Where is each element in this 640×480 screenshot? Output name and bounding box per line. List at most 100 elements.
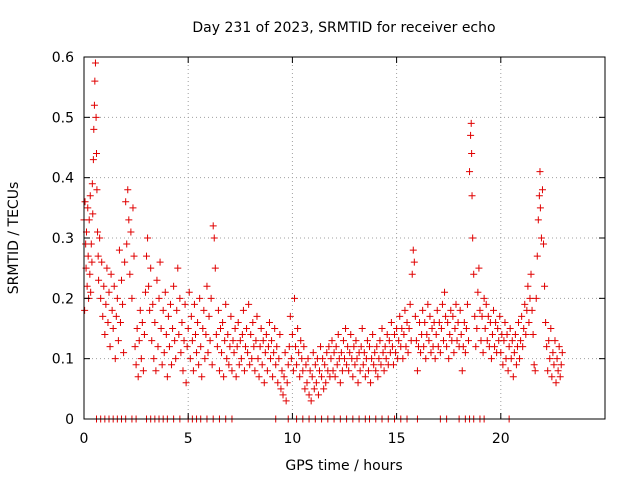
data-point: [412, 337, 420, 345]
data-point: [403, 318, 411, 326]
data-point: [144, 234, 152, 242]
data-point: [126, 270, 134, 278]
data-point: [558, 349, 566, 357]
data-point: [230, 349, 238, 357]
data-point: [464, 337, 472, 345]
data-point: [200, 306, 208, 314]
data-point: [459, 343, 467, 351]
data-point: [494, 325, 502, 332]
data-point: [368, 355, 376, 363]
data-point: [218, 349, 226, 357]
data-point: [203, 282, 211, 290]
data-point: [143, 252, 151, 260]
data-point: [163, 373, 171, 381]
data-point: [116, 318, 124, 326]
data-point: [248, 355, 256, 363]
data-point: [508, 337, 516, 345]
data-point: [398, 325, 406, 332]
data-point: [214, 306, 222, 314]
data-point: [510, 349, 518, 357]
data-point: [86, 270, 94, 278]
data-point: [487, 355, 495, 363]
data-point: [133, 325, 141, 332]
data-point: [360, 349, 368, 357]
data-point: [257, 325, 265, 332]
data-point: [532, 294, 540, 302]
data-point: [273, 343, 281, 351]
data-point: [452, 300, 460, 308]
data-point: [283, 379, 291, 387]
data-point: [240, 367, 248, 375]
data-point: [223, 355, 231, 363]
data-point: [278, 367, 286, 375]
data-point: [408, 270, 416, 278]
data-point: [151, 318, 159, 326]
data-point: [339, 337, 347, 345]
data-point: [222, 300, 230, 308]
data-point: [169, 325, 177, 332]
data-point: [367, 379, 375, 387]
data-point: [243, 325, 251, 332]
y-tick-label: 0.5: [52, 110, 74, 126]
data-point: [188, 337, 196, 345]
data-point: [413, 367, 421, 375]
data-point: [373, 343, 381, 351]
data-point: [284, 361, 292, 369]
data-point: [428, 325, 436, 332]
data-point: [197, 343, 205, 351]
data-point: [409, 246, 417, 254]
data-point: [437, 325, 445, 332]
data-point: [279, 391, 287, 399]
data-point: [540, 240, 548, 248]
data-point: [289, 367, 297, 375]
data-point: [123, 240, 131, 248]
data-point: [463, 300, 471, 308]
data-point: [246, 361, 254, 369]
data-point: [141, 288, 149, 296]
data-point: [102, 300, 110, 308]
data-point: [483, 337, 491, 345]
data-point: [160, 349, 168, 357]
data-point: [484, 312, 492, 320]
y-tick-label: 0.4: [52, 171, 74, 187]
data-point: [433, 306, 441, 314]
data-point: [263, 367, 271, 375]
data-point: [154, 343, 162, 351]
data-point: [239, 306, 247, 314]
data-point: [359, 361, 367, 369]
data-point: [118, 276, 126, 284]
data-point: [161, 288, 169, 296]
data-points: [80, 59, 566, 423]
data-point: [425, 337, 433, 345]
data-point: [91, 77, 99, 85]
data-point: [444, 318, 452, 326]
data-point: [286, 312, 294, 320]
data-point: [404, 349, 412, 357]
data-point: [422, 355, 430, 363]
data-point: [410, 258, 418, 266]
data-point: [280, 373, 288, 381]
data-point: [334, 331, 342, 339]
data-point: [242, 343, 250, 351]
data-point: [136, 306, 144, 314]
data-point: [86, 192, 94, 200]
data-point: [330, 349, 338, 357]
data-point: [503, 331, 511, 339]
data-point: [332, 343, 340, 351]
data-point: [199, 325, 207, 332]
data-point: [219, 318, 227, 326]
data-point: [361, 373, 369, 381]
data-point: [375, 355, 383, 363]
data-point: [110, 282, 118, 290]
data-point: [469, 234, 477, 242]
data-point: [166, 300, 174, 308]
data-point: [337, 349, 345, 357]
data-point: [224, 331, 232, 339]
data-point: [184, 325, 192, 332]
data-point: [496, 312, 504, 320]
data-point: [270, 349, 278, 357]
data-point: [453, 337, 461, 345]
data-point: [305, 391, 313, 399]
data-point: [217, 325, 225, 332]
data-point: [466, 168, 474, 176]
